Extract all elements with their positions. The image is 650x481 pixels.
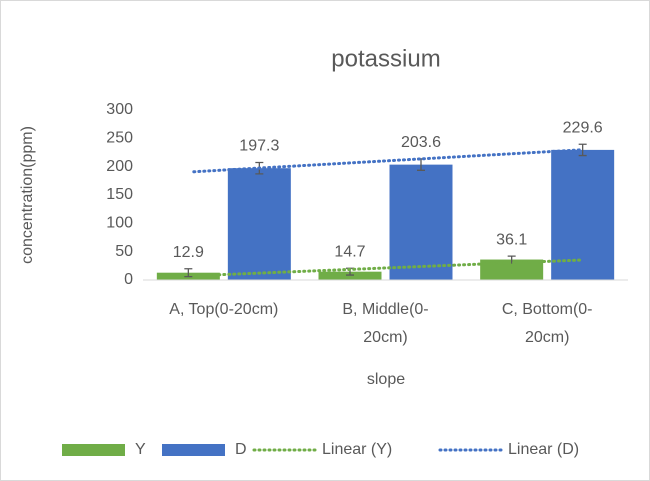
x-tick-label: B, Middle(0-20cm) xyxy=(342,301,428,346)
x-tick-label: C, Bottom(0-20cm) xyxy=(502,301,593,346)
y-tick-label: 300 xyxy=(106,101,133,118)
bar xyxy=(227,168,291,280)
y-tick-label: 0 xyxy=(124,271,133,288)
bar xyxy=(551,149,615,280)
data-label: 197.3 xyxy=(239,138,279,155)
legend-label: Y xyxy=(135,441,146,458)
legend-label: D xyxy=(235,441,247,458)
bar xyxy=(480,259,544,280)
bar xyxy=(389,164,453,280)
bar xyxy=(318,271,382,280)
y-tick-label: 200 xyxy=(106,158,133,175)
y-tick-label: 250 xyxy=(106,130,133,147)
data-label: 12.9 xyxy=(173,244,204,261)
data-label: 229.6 xyxy=(563,119,603,136)
data-label: 14.7 xyxy=(334,243,365,260)
data-label: 36.1 xyxy=(496,231,527,248)
y-axis-title: concentration(ppm) xyxy=(19,126,36,264)
legend-label: Linear (Y) xyxy=(322,441,392,458)
y-tick-label: 150 xyxy=(106,186,133,203)
y-tick-label: 50 xyxy=(115,243,133,260)
trendline xyxy=(192,148,585,174)
x-axis-title: slope xyxy=(367,371,405,388)
chart-title: potassium xyxy=(331,45,440,72)
legend-label: Linear (D) xyxy=(508,441,579,458)
error-bar xyxy=(578,143,587,157)
x-tick-label: A, Top(0-20cm) xyxy=(169,301,278,318)
legend-swatch xyxy=(62,444,125,456)
data-label: 203.6 xyxy=(401,134,441,151)
legend-swatch xyxy=(162,444,225,456)
trendline xyxy=(192,258,585,278)
y-tick-label: 100 xyxy=(106,215,133,232)
error-bar xyxy=(184,268,193,278)
